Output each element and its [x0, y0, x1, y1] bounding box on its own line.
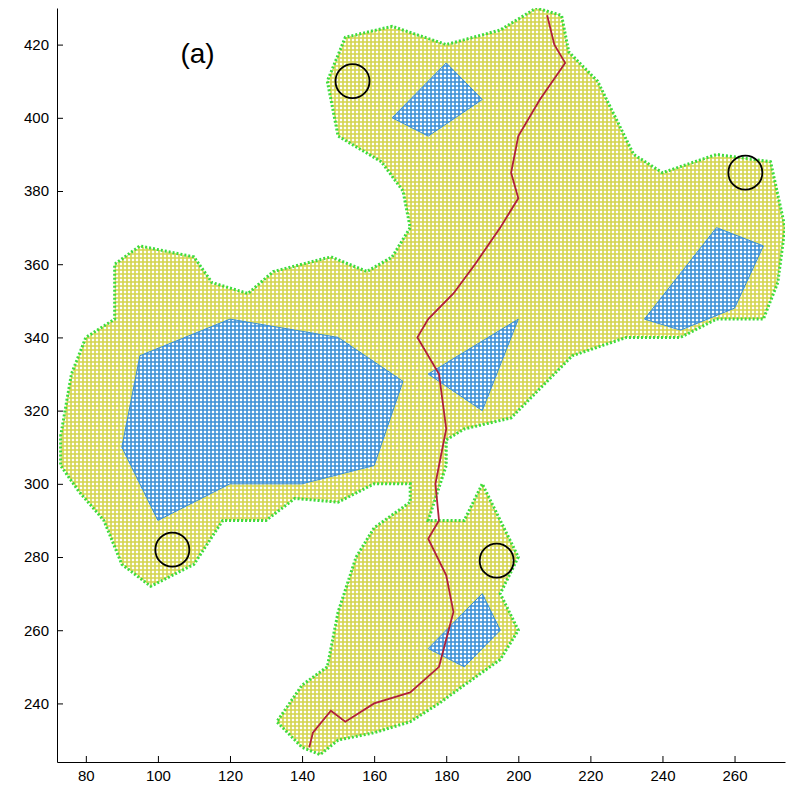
- tick: 240: [650, 756, 675, 784]
- tick-mark: [230, 756, 231, 762]
- x-axis: 80 100 120 140 160 180 200 220 240 260: [58, 756, 786, 784]
- tick: 160: [362, 756, 387, 784]
- tick-mark: [374, 756, 375, 762]
- tick-label: 300: [24, 475, 49, 492]
- tick-label: 100: [146, 767, 171, 784]
- axis-line: [58, 762, 786, 763]
- marker: [336, 64, 370, 98]
- tick-label: 260: [723, 767, 748, 784]
- tick: 420: [24, 36, 63, 53]
- tick-label: 240: [24, 695, 49, 712]
- tick-mark: [86, 756, 87, 762]
- tick: 140: [290, 756, 315, 784]
- marker: [480, 544, 514, 578]
- tick-label: 400: [24, 109, 49, 126]
- tick-label: 320: [24, 402, 49, 419]
- tick-label: 340: [24, 329, 49, 346]
- marker: [728, 156, 762, 190]
- tick: 380: [24, 182, 63, 199]
- tick-mark: [590, 756, 591, 762]
- axis-line: [57, 9, 58, 763]
- tick: 120: [218, 756, 243, 784]
- tick-mark: [662, 756, 663, 762]
- tick-mark: [518, 756, 519, 762]
- tick-label: 280: [24, 548, 49, 565]
- cluster-region: [428, 594, 500, 667]
- tick-mark: [57, 557, 63, 558]
- cluster-region: [61, 8, 785, 755]
- tick: 180: [434, 756, 459, 784]
- tick: 280: [24, 548, 63, 565]
- cluster-region: [644, 228, 763, 330]
- tick-mark: [57, 411, 63, 412]
- tick-label: 220: [578, 767, 603, 784]
- tick: 200: [506, 756, 531, 784]
- tick: 360: [24, 256, 63, 273]
- tick-mark: [158, 756, 159, 762]
- tick-label: 240: [650, 767, 675, 784]
- y-axis: 240 260 280 300 320 340 360 380 400 420: [24, 9, 63, 763]
- tick: 300: [24, 475, 63, 492]
- tick: 320: [24, 402, 63, 419]
- tick-label: 180: [434, 767, 459, 784]
- tick-mark: [57, 337, 63, 338]
- tick-mark: [446, 756, 447, 762]
- tick: 340: [24, 329, 63, 346]
- tick: 240: [24, 695, 63, 712]
- plot: 80 100 120 140 160 180 200 220 240 260 240 260 280 30…: [24, 8, 786, 784]
- panel-label: (a): [180, 38, 214, 69]
- tick-mark: [57, 191, 63, 192]
- tick-mark: [57, 45, 63, 46]
- tick-label: 160: [362, 767, 387, 784]
- tick-mark: [57, 484, 63, 485]
- cluster-region: [392, 63, 482, 136]
- tick: 220: [578, 756, 603, 784]
- tick-mark: [57, 264, 63, 265]
- tick-label: 80: [78, 767, 95, 784]
- path-line: [309, 15, 565, 747]
- marks: [61, 8, 785, 755]
- tick: 80: [78, 756, 95, 784]
- tick: 260: [723, 756, 748, 784]
- tick-mark: [302, 756, 303, 762]
- tick-label: 200: [506, 767, 531, 784]
- tick-mark: [57, 630, 63, 631]
- tick-label: 420: [24, 36, 49, 53]
- chart: 80 100 120 140 160 180 200 220 240 260 240 260 280 30…: [0, 0, 797, 792]
- tick-label: 260: [24, 622, 49, 639]
- cluster-region: [122, 319, 403, 520]
- marker: [155, 533, 189, 567]
- tick-label: 360: [24, 256, 49, 273]
- tick: 100: [146, 756, 171, 784]
- tick-mark: [735, 756, 736, 762]
- tick-label: 380: [24, 182, 49, 199]
- tick: 400: [24, 109, 63, 126]
- tick-mark: [57, 703, 63, 704]
- tick-label: 140: [290, 767, 315, 784]
- tick-label: 120: [218, 767, 243, 784]
- tick-mark: [57, 118, 63, 119]
- tick: 260: [24, 622, 63, 639]
